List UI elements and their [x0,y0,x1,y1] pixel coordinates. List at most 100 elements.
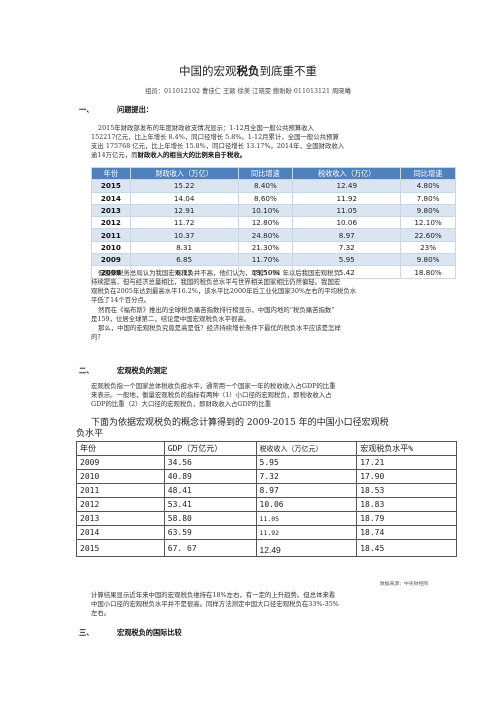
table-cell: 14.04 [129,191,239,205]
table-cell: 7.80% [400,191,456,205]
table-cell: 2011 [76,483,165,498]
table-cell: 2012 [76,497,165,512]
table-row: 2012 53.41 10.06 18.83 [76,497,457,512]
caption-line: 下面为依据宏观税负的概念计算得到的 2009-2015 年的中国小口径宏观税 [91,418,389,428]
table-row: 2014 14.04 8.60% 11.92 7.80% [91,191,456,205]
authors-line: 组员：011012102 曹佳仁 王颖 徐美 江晓雯 鲍盼盼 011013121… [145,88,351,95]
table-cell: 63.59 [163,525,257,540]
table-row: 2009 6.85 11.70% 5.95 9.80% [91,253,456,267]
macro-tax-burden-table: 年份 GDP（万亿元） 税收收入（万亿元） 宏观税负水平% 2009 34.56… [76,441,457,557]
table-cell: 53.41 [163,497,257,512]
table-cell: 11.05 [255,511,358,526]
table-cell: 2014 [91,191,131,205]
paragraph-3-line: 然而在《福布斯》推出的全球税负痛苦指数排行榜显示，中国内地的“税负痛苦指数” [98,306,335,314]
paragraph-2: 但国家税务总局认为我国宏观税负并不高，他们认为，尽管1994 年以后我国宏观税负… [91,269,461,305]
table-cell: 2015 [91,179,131,193]
paragraph-6-line: 计算结果显示近年来中国的宏观税负维持在18%左右，有一定的上升趋势。但总体来看 [91,591,336,599]
table-cell: 2013 [91,203,131,218]
table-cell: 18.45 [356,539,457,557]
table-cell: 2009 [91,253,131,267]
table-row: 2013 58.80 11.05 18.79 [76,511,457,526]
table-cell: 6.85 [129,253,239,267]
paragraph-1-line: 152217亿元，比上年增长 8.4%，同口径增长 5.8%。1-12月累计，全… [91,133,339,141]
paragraph-5-line: 宏观税负指一个国家总体税收负担水平，通常用一个国家一年的税收收入占GDP的比重 [91,382,336,390]
table-cell: 40.89 [163,469,257,484]
paragraph-1-line: 2015年财政部发布的年度财政收支情况显示：1-12月全国一般公共预算收入 [98,124,314,132]
table-header-cell: 宏观税负水平% [356,441,457,456]
table-cell: 10.10% [237,203,294,218]
paragraph-5: 宏观税负指一个国家总体税收负担水平，通常用一个国家一年的税收收入占GDP的比重 … [91,382,461,409]
table-cell: 10.06 [292,216,402,230]
table-header-row: 年份 财政收入（万亿） 同比增速 税收收入（万亿） 同比增速 [91,166,456,181]
paragraph-4-line: 那么，中国的宏观税负究竟是高是低？经济持续增长条件下最优的税负水平应该是怎样 [98,324,341,332]
table-header-cell: 财政收入（万亿） [129,166,239,181]
table-cell: 5.42 [292,265,402,279]
table-cell: 12.80% [237,216,294,230]
paragraph-6-line: 左右。 [91,609,111,617]
data-source-note: 数据来源：中央财经网 [380,582,428,587]
table-row: 2010 8.31 21.30% 7.32 23% [91,240,456,255]
table-header-cell: 税收收入（万亿元） [255,441,358,456]
table-cell: 9.80% [400,253,456,267]
table-cell: 8.97 [255,483,358,498]
table-cell: 11.92 [292,191,402,205]
table-cell: 11.72 [129,216,239,230]
table-cell: 7.32 [292,240,402,255]
table-cell: 34.56 [163,455,257,470]
fiscal-revenue-table: 年份 财政收入（万亿） 同比增速 税收收入（万亿） 同比增速 2015 15.2… [91,166,456,279]
table-cell: 18.74 [356,525,457,540]
table-cell: 9.80% [400,203,456,218]
table-cell: 21.30% [237,240,294,255]
section-1-heading: 一、 问题提出： [79,105,153,114]
table-cell: 12.91 [129,203,239,218]
table-row: 2008 6.13 19.50% 5.42 18.80% [91,265,456,279]
paragraph-1-line: 支出 175768 亿元，比上年增长 15.8%，同口径增长 13.17%。20… [91,142,345,150]
table-cell: 58.80 [163,511,257,526]
table-cell: 2015 [76,539,165,557]
paragraph-2-line: 观税负在2005年达到最高水平16.2%，该水平比2000年后工业化国家30%左… [91,287,357,295]
table-cell: 22.60% [400,228,456,242]
table-cell: 8.31 [129,240,239,255]
table-cell: 24.80% [237,228,294,242]
table-cell: 18.80% [400,265,456,279]
paragraph-6: 计算结果显示近年来中国的宏观税负维持在18%左右，有一定的上升趋势。但总体来看 … [91,591,461,618]
table-cell: 2009 [76,455,165,470]
table-row: 2015 67. 67 12.49 18.45 [76,539,457,557]
table-cell: 2011 [91,228,131,242]
table-header-cell: GDP（万亿元） [163,441,257,456]
table-cell: 2010 [76,469,165,484]
table-row: 2013 12.91 10.10% 11.05 9.80% [91,203,456,218]
table-cell: 4.80% [400,179,456,193]
table-cell: 19.50% [237,265,294,279]
document-title: 中国的宏观税负到底重不重 [179,64,317,78]
table-cell: 23% [400,240,456,255]
paragraph-2-line: 平低了14个百分点。 [91,296,151,304]
table-cell: 12.49 [255,539,358,557]
table-cell: 8.60% [237,191,294,205]
table-cell: 18.83 [356,497,457,512]
table-cell: 17.90 [356,469,457,484]
paragraph-2-line: 持续提高，但与经济总量相比，我国的税负总水平与世界相关国家相比仍然偏轻。我国宏 [91,278,341,286]
paragraph-1-bold: 财政收入的相当大的比例来自于税收。 [137,151,247,159]
table-row: 2009 34.56 5.95 17.21 [76,455,457,470]
table-cell: 11.70% [237,253,294,267]
paragraph-4-line: 的？ [91,333,104,341]
table-cell: 8.97 [292,228,402,242]
section-3-heading: 三、 宏观税负的国际比较 [79,628,182,637]
table-cell: 5.95 [292,253,402,267]
table-cell: 2010 [91,240,131,255]
table-cell: 67. 67 [163,539,257,557]
table-cell: 15.22 [129,179,239,193]
paragraph-1-line: 逾14万亿元，而 [91,151,138,159]
table-cell: 11.05 [292,203,402,218]
table-cell: 12.49 [292,179,402,193]
table-cell: 48.41 [163,483,257,498]
table-row: 2015 15.22 8.40% 12.49 4.80% [91,179,456,193]
paragraph-3-line: 是159，位居全球第二，结论是中国宏观税负水平很高。 [91,315,251,323]
table-row: 2012 11.72 12.80% 10.06 12.10% [91,216,456,230]
table-cell: 6.13 [129,265,239,279]
paragraph-2-line: 但国家税务总局认为我国宏观税负并不高，他们认为，尽管1994 年以后我国宏观税负 [98,269,340,277]
table-2-caption: 下面为依据宏观税负的概念计算得到的 2009-2015 年的中国小口径宏观税 负… [76,418,389,440]
table-cell: 10.37 [129,228,239,242]
paragraph-5-line: GDP的比重（2）大口径的宏观税负，即财政收入占GDP的比重 [91,400,272,408]
